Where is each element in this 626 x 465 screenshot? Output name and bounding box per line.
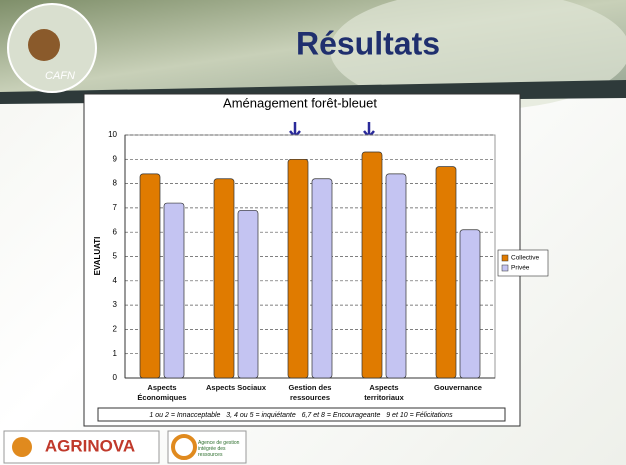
bar bbox=[312, 179, 332, 378]
logo2: Agence de gestion intégrée des ressource… bbox=[198, 440, 244, 458]
note: 1 ou 2 = Innacceptable 3, 4 ou 5 = inqui… bbox=[149, 412, 453, 419]
slide-title: Résultats bbox=[296, 25, 440, 61]
bar bbox=[460, 230, 480, 378]
legend-label: Privée bbox=[511, 265, 530, 272]
y-tick-label: 9 bbox=[113, 154, 118, 163]
bar bbox=[386, 174, 406, 378]
logo-text: CAFN bbox=[45, 70, 75, 82]
x-tick-label: Gestion des ressources bbox=[278, 383, 342, 403]
slide: CAFN Résultats Aménagement forêt-bleuet … bbox=[0, 0, 626, 465]
y-tick-label: 8 bbox=[113, 179, 118, 188]
y-tick-label: 5 bbox=[113, 252, 118, 261]
bar bbox=[140, 174, 160, 378]
bar bbox=[436, 167, 456, 378]
y-tick-label: 1 bbox=[113, 349, 118, 358]
chart-title: Aménagement forêt-bleuet bbox=[223, 95, 377, 110]
x-tick-label: Aspects Économiques bbox=[130, 383, 194, 403]
y-tick-label: 2 bbox=[113, 325, 118, 334]
bar bbox=[238, 210, 258, 378]
logo-icon bbox=[12, 437, 32, 457]
y-tick-label: 6 bbox=[113, 227, 118, 236]
y-tick-label: 7 bbox=[113, 203, 118, 212]
bar bbox=[362, 152, 382, 378]
x-tick-label: Gouvernance bbox=[426, 383, 490, 393]
bar bbox=[288, 159, 308, 378]
bar bbox=[214, 179, 234, 378]
legend-label: Collective bbox=[511, 255, 540, 262]
y-tick-label: 4 bbox=[113, 276, 118, 285]
legend-swatch bbox=[502, 265, 508, 271]
legend-swatch bbox=[502, 255, 508, 261]
y-axis-label: EVALUATI bbox=[93, 237, 102, 276]
x-tick-label: Aspects territoriaux bbox=[352, 383, 416, 403]
x-tick-label: Aspects Sociaux bbox=[204, 383, 268, 393]
y-tick-label: 0 bbox=[113, 373, 118, 382]
y-tick-label: 3 bbox=[113, 300, 118, 309]
pine-cone bbox=[28, 29, 60, 61]
bar bbox=[164, 203, 184, 378]
logo1: AGRINOVA bbox=[45, 436, 135, 455]
y-tick-label: 10 bbox=[108, 130, 117, 139]
